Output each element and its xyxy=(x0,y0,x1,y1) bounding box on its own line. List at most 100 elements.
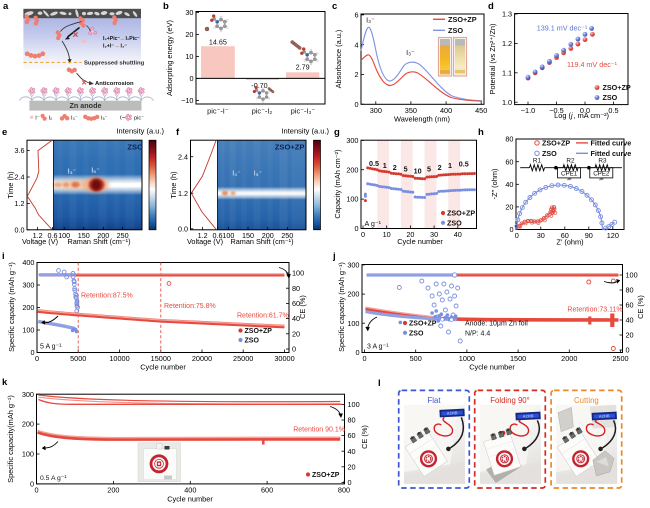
svg-text:80: 80 xyxy=(505,135,513,144)
svg-text:0: 0 xyxy=(354,224,358,233)
svg-text:10: 10 xyxy=(383,230,391,239)
svg-text:R2: R2 xyxy=(566,157,575,164)
svg-text:0: 0 xyxy=(30,348,34,357)
svg-text:400: 400 xyxy=(22,258,34,267)
svg-text:Retention 90.1%: Retention 90.1% xyxy=(293,427,345,434)
svg-text:0.0: 0.0 xyxy=(15,225,25,234)
svg-text:ZSO+ZP: ZSO+ZP xyxy=(448,15,477,24)
svg-text:pic⁻: pic⁻ xyxy=(134,116,144,122)
svg-text:30: 30 xyxy=(430,230,438,239)
svg-text:j: j xyxy=(332,251,336,262)
svg-text:20: 20 xyxy=(505,203,513,212)
svg-text:100: 100 xyxy=(348,400,360,409)
svg-text:0: 0 xyxy=(35,354,39,363)
svg-text:pic⁻-I₂: pic⁻-I₂ xyxy=(252,107,273,116)
svg-text:90: 90 xyxy=(585,231,593,240)
svg-text:3.6: 3.6 xyxy=(15,146,25,155)
svg-text:Time (h): Time (h) xyxy=(6,171,15,198)
svg-text:CE (%): CE (%) xyxy=(360,425,369,449)
svg-text:N/P: 4.4: N/P: 4.4 xyxy=(465,330,490,337)
svg-text:0.6: 0.6 xyxy=(48,231,58,240)
svg-text:ZSO+ZP: ZSO+ZP xyxy=(409,321,437,328)
svg-text:1000: 1000 xyxy=(459,354,475,363)
svg-text:0: 0 xyxy=(30,480,34,489)
svg-text:150: 150 xyxy=(242,231,254,240)
svg-text:200: 200 xyxy=(262,231,274,240)
svg-text:g: g xyxy=(334,127,340,138)
svg-text:400: 400 xyxy=(440,106,452,115)
svg-text:100: 100 xyxy=(292,269,304,278)
svg-text:300: 300 xyxy=(346,136,358,145)
svg-text:Cycle number: Cycle number xyxy=(167,495,213,504)
svg-text:500: 500 xyxy=(410,354,422,363)
svg-text:30: 30 xyxy=(537,231,545,240)
svg-text:60: 60 xyxy=(561,231,569,240)
svg-text:Log (: Log ( xyxy=(554,111,571,120)
svg-text:b: b xyxy=(163,1,169,12)
svg-text:I⁻: I⁻ xyxy=(35,116,40,122)
svg-text:Fitted curve: Fitted curve xyxy=(591,138,632,147)
svg-text:I₃⁻: I₃⁻ xyxy=(232,171,241,178)
svg-text:100: 100 xyxy=(222,231,234,240)
svg-text:Anode: 10μm Zn foil: Anode: 10μm Zn foil xyxy=(465,321,528,328)
svg-text:≫: ≫ xyxy=(566,177,571,183)
svg-text:20: 20 xyxy=(292,329,300,338)
svg-text:6: 6 xyxy=(354,11,358,20)
svg-text:Intensity (a.u.): Intensity (a.u.) xyxy=(281,127,329,136)
svg-text:120: 120 xyxy=(607,231,619,240)
svg-text:5: 5 xyxy=(404,165,408,174)
svg-text:139.1 mV dec⁻¹: 139.1 mV dec⁻¹ xyxy=(537,24,588,33)
svg-text:A2HB: A2HB xyxy=(447,410,458,416)
svg-text:Specific capacity (mAh g⁻¹): Specific capacity (mAh g⁻¹) xyxy=(7,262,16,352)
svg-text:−10: −10 xyxy=(181,96,193,105)
svg-text:I₅⁻: I₅⁻ xyxy=(254,171,263,178)
svg-text:I₃⁻: I₃⁻ xyxy=(406,48,415,57)
svg-text:d: d xyxy=(488,1,494,12)
svg-text:1.1: 1.1 xyxy=(502,68,512,77)
svg-text:80: 80 xyxy=(348,416,356,425)
svg-text:60: 60 xyxy=(348,431,356,440)
svg-text:I₃⁻: I₃⁻ xyxy=(71,116,78,122)
svg-text:I₂+Pic⁻: I₂+Pic⁻ xyxy=(103,36,121,42)
svg-text:R3: R3 xyxy=(598,157,607,164)
svg-text:A2HB: A2HB xyxy=(523,413,534,419)
svg-text:1: 1 xyxy=(383,161,387,170)
svg-text:Cycle number: Cycle number xyxy=(469,363,515,372)
svg-text:ZSO: ZSO xyxy=(448,26,463,35)
svg-text:2500: 2500 xyxy=(612,354,628,363)
svg-text:2.79: 2.79 xyxy=(296,62,310,71)
svg-text:14.65: 14.65 xyxy=(209,38,227,47)
svg-text:200: 200 xyxy=(22,303,34,312)
svg-text:Intensity (a.u.): Intensity (a.u.) xyxy=(116,127,164,136)
svg-text:10: 10 xyxy=(185,52,193,61)
svg-text:400: 400 xyxy=(184,485,196,494)
svg-text:pic⁻-I₃⁻: pic⁻-I₃⁻ xyxy=(291,107,316,116)
svg-text:Retention:75.8%: Retention:75.8% xyxy=(164,303,216,310)
svg-text:2: 2 xyxy=(438,163,442,172)
svg-text:1500: 1500 xyxy=(510,354,526,363)
svg-text:Zn anode: Zn anode xyxy=(70,101,102,110)
svg-text:20000: 20000 xyxy=(192,354,212,363)
svg-text:Suppressed shuttling: Suppressed shuttling xyxy=(84,61,145,67)
svg-text:250: 250 xyxy=(281,231,293,240)
svg-text:20: 20 xyxy=(185,30,193,39)
svg-text:l: l xyxy=(378,378,381,389)
svg-text:5000: 5000 xyxy=(70,354,86,363)
svg-text:CPE1: CPE1 xyxy=(561,170,578,177)
svg-text:Time (h): Time (h) xyxy=(169,171,178,198)
svg-text:1.0: 1.0 xyxy=(502,98,512,107)
svg-text:ZSO+ZP: ZSO+ZP xyxy=(245,328,273,335)
svg-text:Voltage (V): Voltage (V) xyxy=(22,237,58,246)
svg-text:→: → xyxy=(120,36,125,42)
svg-text:20: 20 xyxy=(348,462,356,471)
svg-text:40: 40 xyxy=(454,230,462,239)
svg-text:Specific capacity(mAh g⁻¹): Specific capacity(mAh g⁻¹) xyxy=(6,395,15,483)
svg-text:350: 350 xyxy=(405,106,417,115)
svg-text:1: 1 xyxy=(448,161,452,170)
svg-text:0.0: 0.0 xyxy=(178,224,188,233)
svg-text:300: 300 xyxy=(22,281,34,290)
svg-text:0.0: 0.0 xyxy=(580,106,590,115)
svg-text:Voltage (V): Voltage (V) xyxy=(187,237,223,246)
svg-text:1.2: 1.2 xyxy=(178,189,188,198)
svg-text:ZSO+ZP: ZSO+ZP xyxy=(447,209,475,218)
